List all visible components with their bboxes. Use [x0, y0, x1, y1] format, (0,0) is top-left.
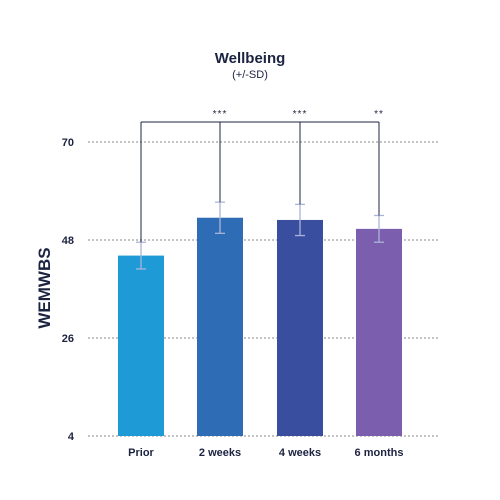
x-tick-label-6-months: 6 months — [355, 447, 404, 459]
y-tick-labels: 4 26 48 70 — [62, 137, 75, 443]
error-bars — [136, 201, 384, 270]
y-axis-label: WEMWBS — [35, 247, 54, 328]
bar-6-months — [356, 228, 402, 436]
y-tick-label-26: 26 — [62, 333, 74, 345]
x-tick-label-2-weeks: 2 weeks — [199, 447, 241, 459]
chart-subtitle: (+/-SD) — [232, 69, 268, 81]
x-tick-labels: Prior 2 weeks 4 weeks 6 months — [128, 447, 403, 459]
significance-brackets: *** *** ** — [140, 109, 384, 243]
significance-label-1: *** — [213, 109, 228, 120]
y-tick-label-4: 4 — [68, 431, 75, 443]
bar-prior — [118, 255, 164, 436]
bars — [118, 217, 402, 436]
significance-label-2: *** — [293, 109, 308, 120]
bar-2-weeks — [197, 217, 243, 436]
x-tick-label-prior: Prior — [128, 447, 154, 459]
bar-4-weeks — [277, 219, 323, 436]
x-tick-label-4-weeks: 4 weeks — [279, 447, 321, 459]
y-tick-label-70: 70 — [62, 137, 74, 149]
chart-title: Wellbeing — [215, 50, 286, 67]
y-tick-label-48: 48 — [62, 235, 74, 247]
significance-label-3: ** — [374, 109, 384, 120]
